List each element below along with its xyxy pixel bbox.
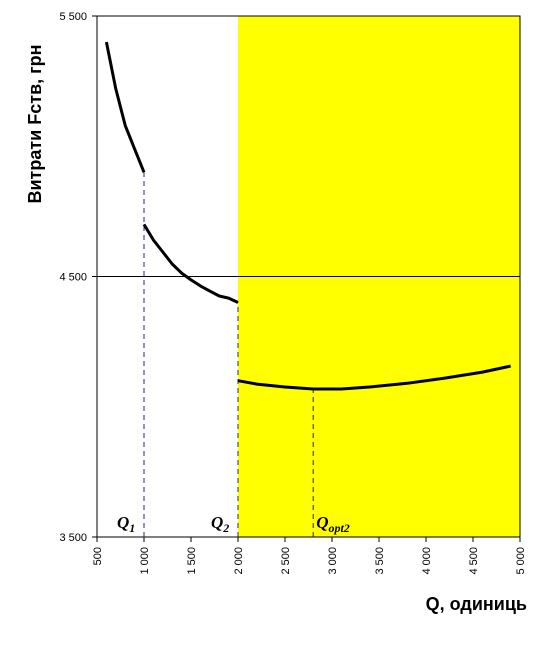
- y-tick-label: 4 500: [59, 272, 87, 284]
- x-tick-label: 3 500: [374, 547, 386, 575]
- reference-label-sub: 1: [129, 521, 135, 535]
- reference-label-sub: 2: [222, 521, 229, 535]
- y-axis-title: Витрати Fств, грн: [25, 44, 45, 203]
- x-tick-label: 3 000: [327, 547, 339, 575]
- reference-label-main: Q: [211, 513, 223, 532]
- plot-frame: [96, 15, 521, 538]
- y-tick-label: 5 500: [59, 11, 87, 23]
- reference-label-sub: opt2: [328, 521, 349, 535]
- data-line: [104, 41, 511, 391]
- x-tick-label: 4 000: [421, 547, 433, 575]
- reference-label-main: Q: [316, 513, 328, 532]
- reference-label: Q2: [211, 513, 229, 535]
- x-axis-title: Q, одиниць: [426, 594, 527, 614]
- x-tick-label: 2 500: [280, 547, 292, 575]
- x-tick-label: 1 000: [139, 547, 151, 575]
- x-tick-label: 500: [92, 547, 104, 565]
- reference-label: Q1: [117, 513, 135, 535]
- x-tick-label: 2 000: [233, 547, 245, 575]
- x-tick-label: 1 500: [186, 547, 198, 575]
- y-tick-label: 3 500: [59, 532, 87, 544]
- x-tick-label: 4 500: [468, 547, 480, 575]
- reference-label: Qopt2: [316, 513, 350, 535]
- reference-label-main: Q: [117, 513, 129, 532]
- x-tick-label: 5 000: [515, 547, 527, 575]
